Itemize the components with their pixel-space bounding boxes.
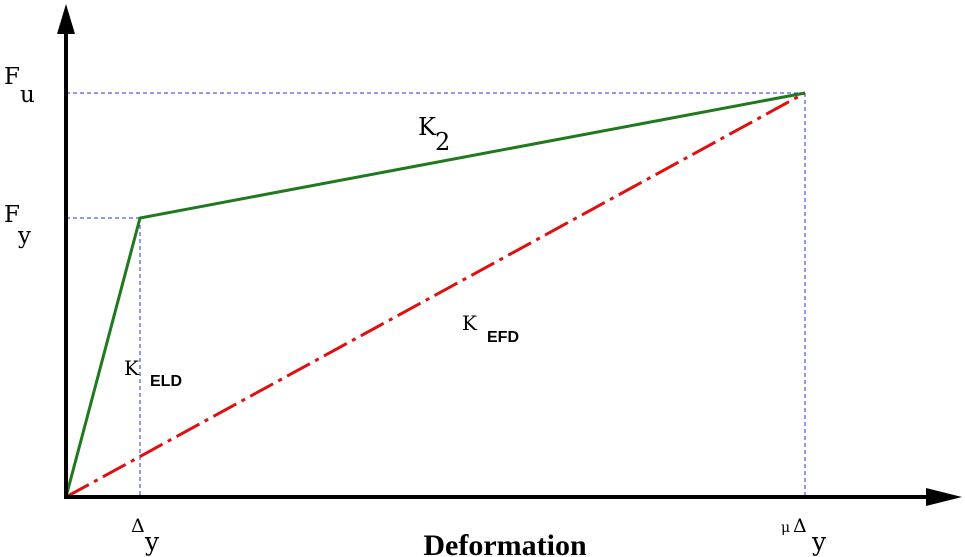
k2-label-main: K bbox=[418, 113, 437, 141]
mu-delta-y-label-prefix: μ bbox=[781, 520, 790, 536]
effective-stiffness-line bbox=[65, 91, 806, 499]
k-efd-label: K EFD bbox=[462, 311, 519, 346]
x-axis-title: Deformation bbox=[423, 529, 587, 557]
k-eld-label: K ELD bbox=[124, 356, 182, 390]
x-axis-arrow-icon bbox=[926, 488, 962, 506]
mu-delta-y-label: μ Δ y bbox=[781, 515, 827, 556]
fy-label-sub: y bbox=[17, 223, 31, 249]
guide-lines bbox=[66, 92, 806, 497]
axes bbox=[57, 4, 962, 506]
k-efd-label-main: K bbox=[462, 311, 478, 335]
delta-y-label-sub: y bbox=[144, 527, 160, 556]
fu-label: F u bbox=[4, 64, 35, 108]
fu-label-main: F bbox=[4, 64, 20, 90]
k2-label-sub: 2 bbox=[435, 128, 450, 156]
k-eld-label-main: K bbox=[124, 356, 140, 380]
bilinear-backbone-curve bbox=[64, 91, 806, 498]
k-efd-label-sub: EFD bbox=[487, 329, 519, 346]
fy-label-main: F bbox=[4, 202, 20, 228]
k-eld-label-sub: ELD bbox=[150, 373, 182, 390]
fu-label-sub: u bbox=[20, 82, 35, 108]
mu-delta-y-label-main: Δ bbox=[793, 515, 807, 537]
k2-label: K 2 bbox=[418, 113, 450, 156]
y-axis-arrow-icon bbox=[57, 4, 75, 34]
mu-delta-y-label-sub: y bbox=[811, 527, 827, 556]
fy-label: F y bbox=[4, 202, 31, 249]
delta-y-label-main: Δ bbox=[131, 515, 145, 537]
delta-y-label: Δ y bbox=[131, 515, 160, 556]
